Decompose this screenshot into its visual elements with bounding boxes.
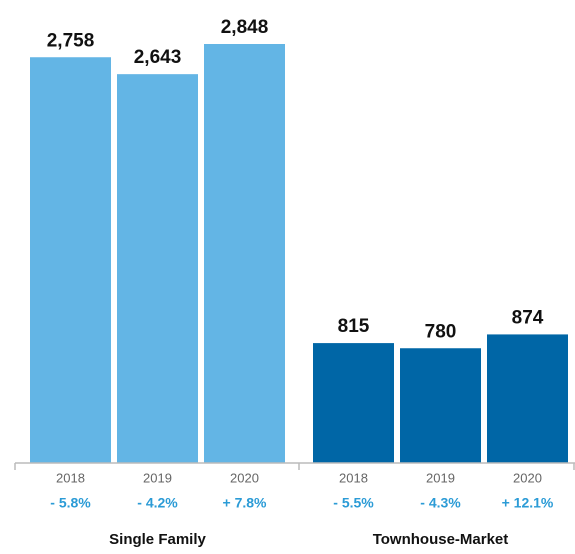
bar [487, 334, 568, 463]
x-tick-label: 2019 [143, 470, 172, 485]
value-label: 2,758 [47, 30, 95, 51]
bar [313, 343, 394, 463]
change-label: - 5.8% [50, 495, 91, 511]
value-label: 2,848 [221, 17, 269, 38]
change-label: - 4.3% [420, 495, 461, 511]
change-label: - 5.5% [333, 495, 374, 511]
value-label: 815 [338, 316, 370, 337]
x-tick-label: 2019 [426, 470, 455, 485]
bar [30, 57, 111, 463]
bar [204, 44, 285, 463]
bar [400, 348, 481, 463]
x-tick-label: 2018 [339, 470, 368, 485]
x-tick-label: 2020 [513, 470, 542, 485]
bar [117, 74, 198, 463]
change-label: + 7.8% [223, 495, 268, 511]
group-label: Single Family [109, 531, 206, 548]
value-label: 780 [425, 321, 457, 342]
value-label: 2,643 [134, 47, 182, 68]
change-label: - 4.2% [137, 495, 178, 511]
value-label: 874 [512, 307, 544, 328]
x-tick-label: 2018 [56, 470, 85, 485]
change-label: + 12.1% [502, 495, 554, 511]
x-tick-label: 2020 [230, 470, 259, 485]
group-label: Townhouse-Market [373, 531, 509, 548]
